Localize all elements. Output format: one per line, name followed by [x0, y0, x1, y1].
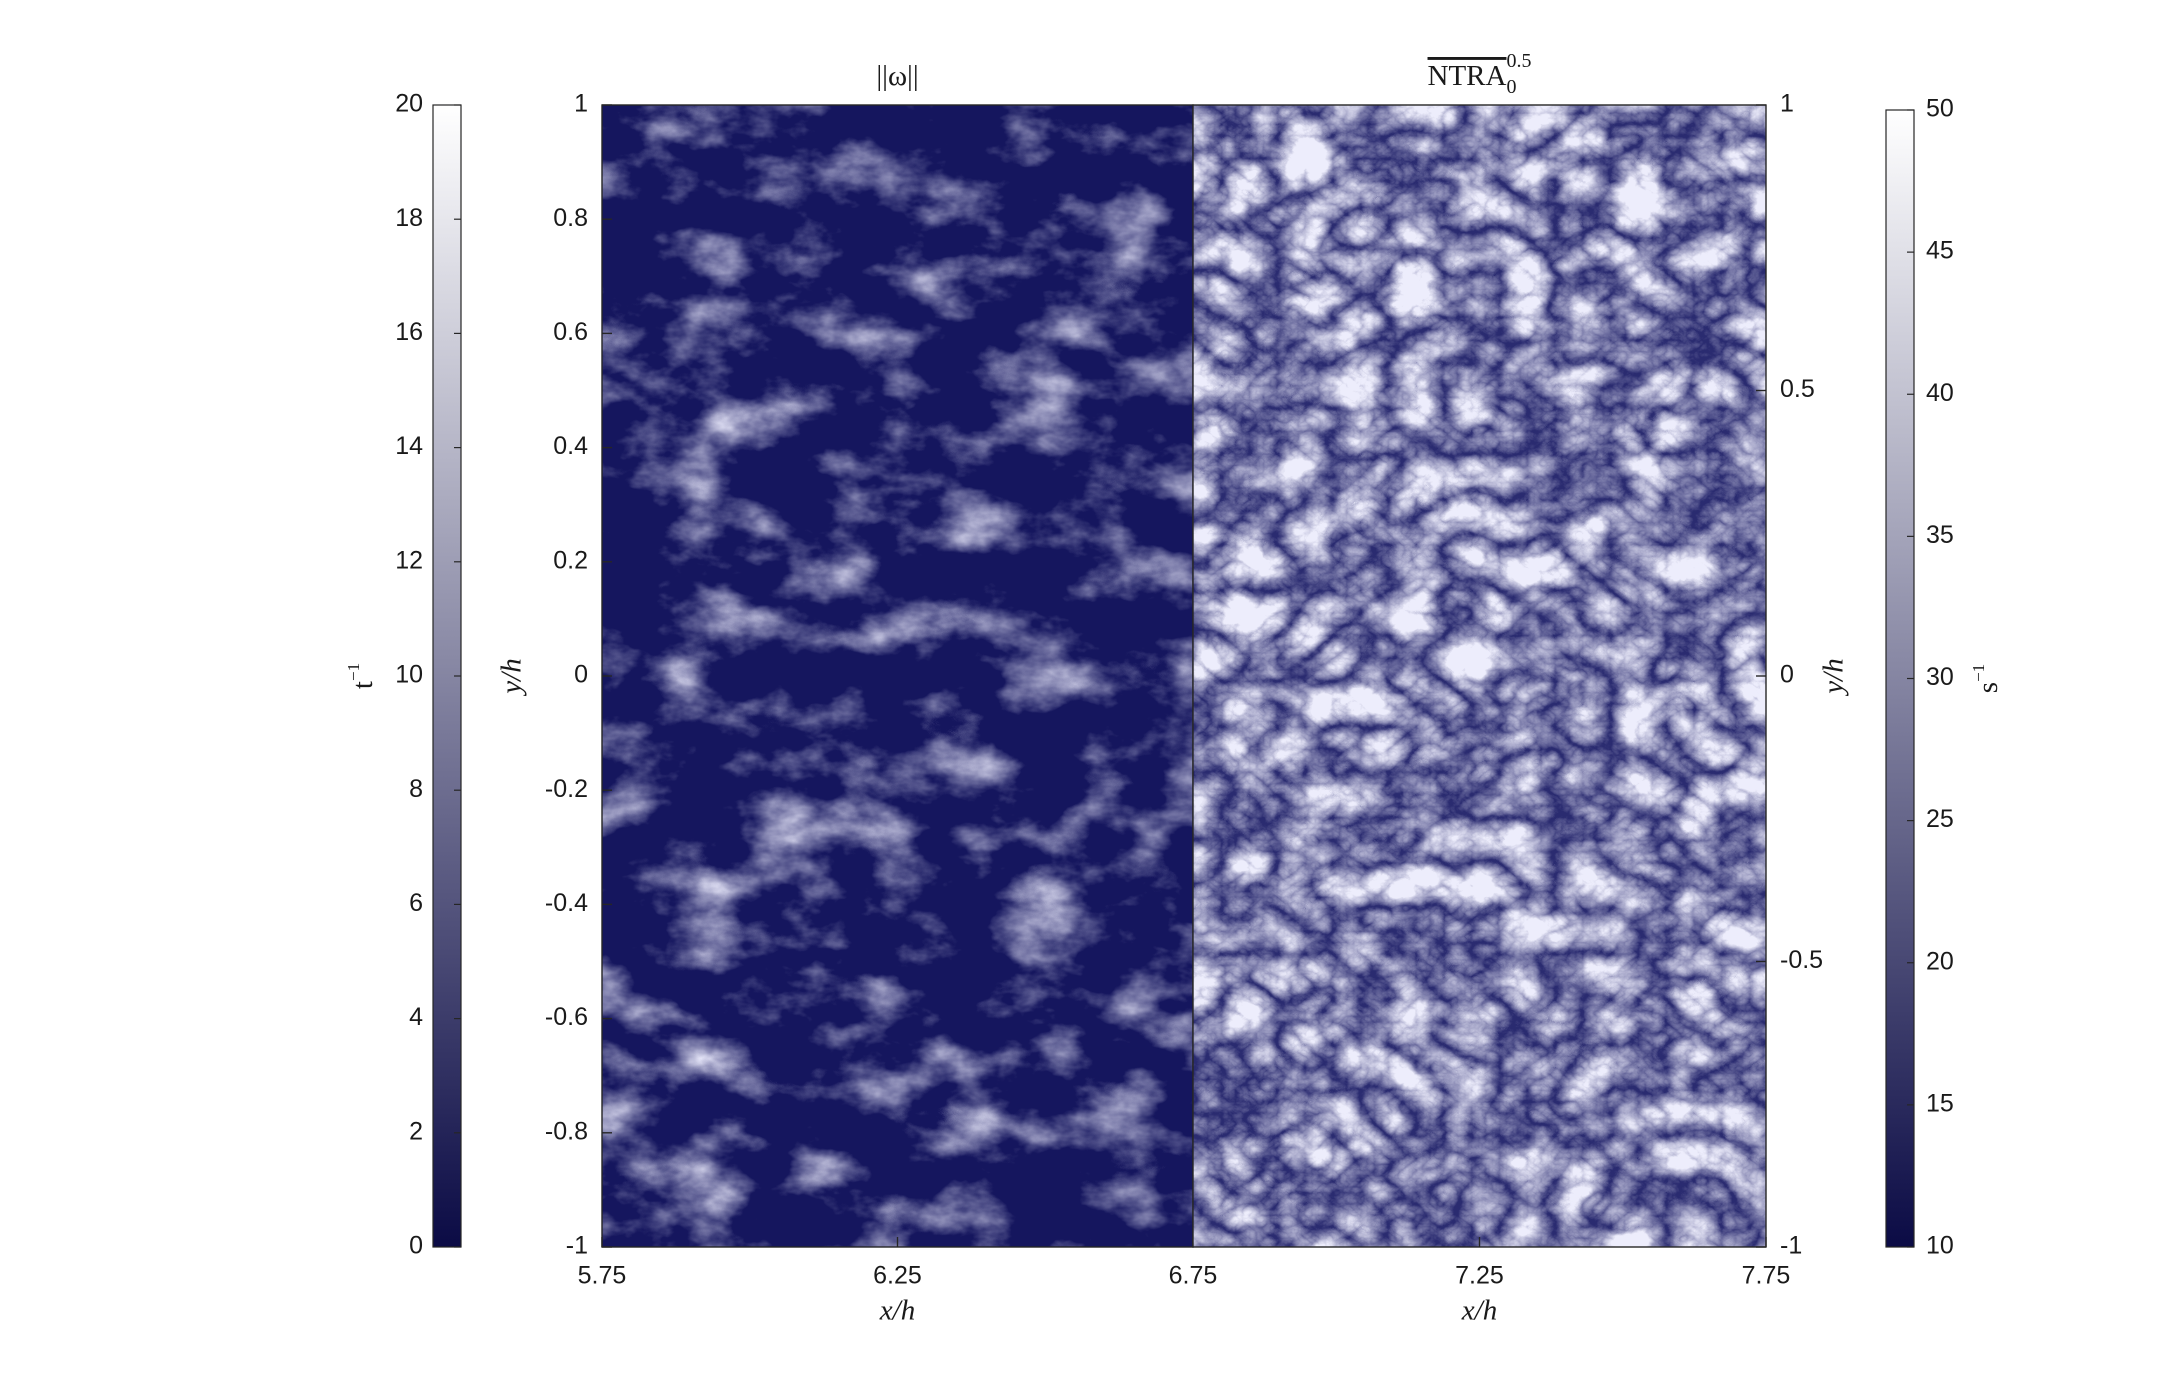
colorbar-tick-label: 4	[409, 1003, 423, 1031]
colorbar-tick-label: 20	[395, 90, 423, 118]
colorbar-label: s−1	[1969, 664, 2004, 693]
colorbar-tick-label: 35	[1926, 521, 1954, 549]
colorbar-tick-label: 14	[395, 432, 423, 460]
colorbar-tick-label: 10	[395, 661, 423, 689]
y-axis-label: y/h	[1818, 658, 1850, 696]
colorbar-tick-label: 10	[1926, 1232, 1954, 1260]
colorbar-tick-label: 18	[395, 204, 423, 232]
colorbar-tick-label: 6	[409, 889, 423, 917]
title-main: ||ω||	[876, 60, 918, 92]
y-tick-label: 0.2	[553, 546, 588, 574]
y-tick-label: -0.2	[545, 775, 588, 803]
panel-title: ||ω||	[876, 60, 918, 92]
colorbar-label-base: t	[347, 681, 379, 689]
x-tick-label: 5.75	[578, 1262, 627, 1290]
y-tick-label: 0	[1780, 661, 1794, 689]
y-tick-label: -0.8	[545, 1117, 588, 1145]
colorbar-label-base: s	[1972, 682, 2004, 693]
title-main: NTRA	[1428, 60, 1507, 92]
colorbar-tick-label: 40	[1926, 379, 1954, 407]
y-tick-label: 0	[574, 661, 588, 689]
y-tick-label: -0.4	[545, 889, 588, 917]
y-tick-label: 0.6	[553, 318, 588, 346]
x-tick-label: 6.75	[1169, 1262, 1218, 1290]
y-axis-label: y/h	[496, 658, 528, 696]
y-tick-label: 0.8	[553, 204, 588, 232]
colorbar-label: t−1	[344, 663, 379, 689]
x-axis-label: x/h	[1461, 1295, 1497, 1327]
colorbar-label-superscript: −1	[344, 663, 363, 681]
title-subscript: 0	[1506, 76, 1516, 98]
colorbar-tick-label: 16	[395, 318, 423, 346]
colorbar-tick-label: 0	[409, 1232, 423, 1260]
colorbar-tick-label: 25	[1926, 805, 1954, 833]
x-tick-label: 7.25	[1455, 1262, 1504, 1290]
y-tick-label: -0.6	[545, 1003, 588, 1031]
heatmap-texture	[1193, 105, 1766, 1247]
y-tick-label: 0.5	[1780, 375, 1815, 403]
colorbar-tick-label: 15	[1926, 1089, 1954, 1117]
x-tick-label: 7.75	[1742, 1262, 1791, 1290]
colorbar-label-superscript: −1	[1969, 664, 1988, 682]
colorbar-tick-label: 20	[1926, 947, 1954, 975]
x-tick-label: 6.25	[873, 1262, 922, 1290]
y-tick-label: 1	[1780, 90, 1794, 118]
colorbar-tick-label: 50	[1926, 95, 1954, 123]
colorbar-tick-label: 12	[395, 546, 423, 574]
colorbar-tick-label: 8	[409, 775, 423, 803]
title-superscript: 0.5	[1506, 50, 1531, 72]
panel-title: NTRA0 0.5	[1428, 50, 1532, 98]
y-tick-label: -0.5	[1780, 946, 1823, 974]
y-tick-label: 1	[574, 90, 588, 118]
y-tick-label: 0.4	[553, 432, 588, 460]
heatmap-texture	[602, 105, 1193, 1247]
colorbar-tick-label: 2	[409, 1117, 423, 1145]
x-axis-label: x/h	[879, 1295, 915, 1327]
y-tick-label: -1	[1780, 1232, 1802, 1260]
colorbar-tick-label: 30	[1926, 663, 1954, 691]
y-tick-label: -1	[566, 1232, 588, 1260]
colorbar-tick-label: 45	[1926, 237, 1954, 265]
